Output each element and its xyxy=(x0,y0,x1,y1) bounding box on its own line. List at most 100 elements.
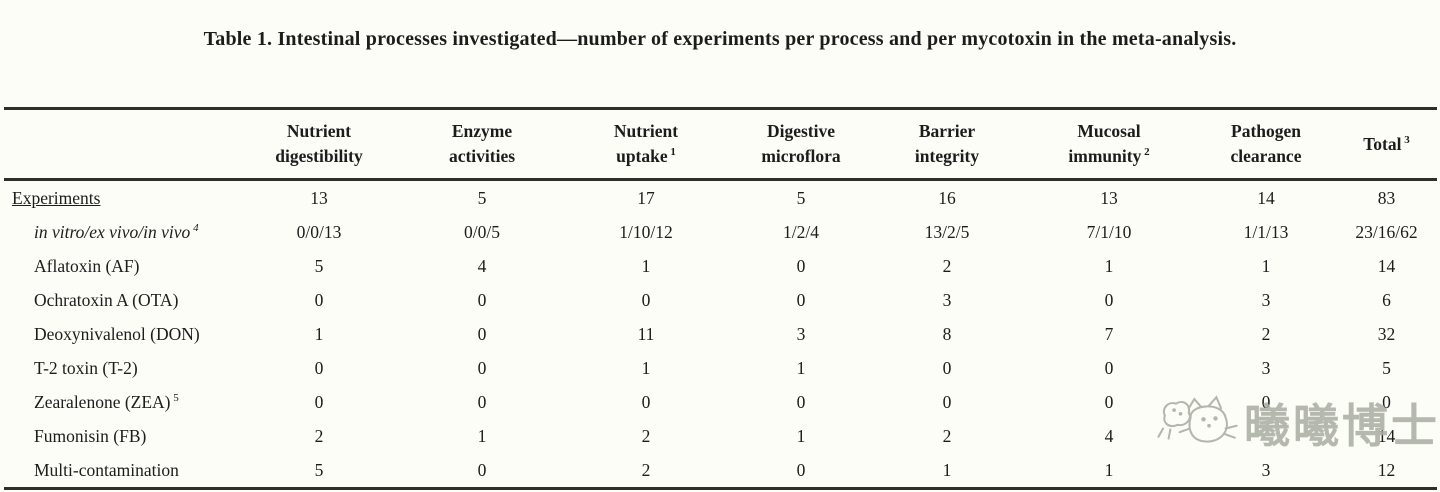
table-cell-value: 14 xyxy=(1257,187,1275,208)
table-cell-value: 1 xyxy=(1104,255,1114,276)
table-cell-value: 0/0/13 xyxy=(296,221,342,242)
table-cell-value: 2 xyxy=(1261,323,1271,344)
table-cell-value: 8 xyxy=(942,323,952,344)
table-cell-value: 1 xyxy=(1261,255,1271,276)
column-header-nutrient-digestibility: Nutrient digestibility xyxy=(275,121,363,166)
table-cell-value: 3 xyxy=(1261,459,1271,480)
table-cell-value: 0 xyxy=(314,289,324,310)
table-cell-value: 0 xyxy=(477,357,487,378)
table-cell-value: 0 xyxy=(796,391,806,412)
table-row: Ochratoxin A (OTA) 0 0 0 0 3 0 3 6 xyxy=(4,283,1437,317)
column-header-total: Total 3 xyxy=(1363,133,1410,154)
table-cell-value: 7/1/10 xyxy=(1086,221,1132,242)
table-cell-value: 1 xyxy=(314,323,324,344)
table-cell-value: 0 xyxy=(477,323,487,344)
footnote-marker: 3 xyxy=(1401,133,1410,146)
table-cell-value: 5 xyxy=(1382,357,1391,378)
table-row: in vitro/ex vivo/in vivo 4 0/0/13 0/0/5 1/1… xyxy=(4,215,1437,249)
row-label: Ochratoxin A (OTA) xyxy=(34,289,179,310)
table-cell-value: 0 xyxy=(477,289,487,310)
table-cell-value: 0 xyxy=(796,289,806,310)
table-header-row: Nutrient digestibility Enzyme activities Nut… xyxy=(4,107,1437,181)
table-cell-value: 13 xyxy=(1100,187,1118,208)
row-label: Multi-contamination xyxy=(34,459,179,480)
table-body: Experiments 13 5 17 5 16 13 14 83 in vitro/ex viv… xyxy=(4,181,1437,490)
table-cell-value: 83 xyxy=(1377,187,1396,208)
table-cell-value: 3 xyxy=(796,323,806,344)
table-cell-value: 1 xyxy=(942,459,952,480)
row-label: Fumonisin (FB) xyxy=(34,425,147,446)
table-cell-value: 3 xyxy=(942,289,952,310)
table-cell-value: 2 xyxy=(314,425,324,446)
table-cell-value: 0 xyxy=(641,289,651,310)
table-row: T-2 toxin (T-2) 0 0 1 1 0 0 3 5 xyxy=(4,351,1437,385)
table-cell-value: 3 xyxy=(1261,357,1271,378)
table-cell-value: 0 xyxy=(314,391,324,412)
table-cell-value: 0 xyxy=(1104,357,1114,378)
footnote-marker: 2 xyxy=(1141,146,1150,159)
column-header-digestive-microflora: Digestive microflora xyxy=(761,121,841,166)
table-cell-value: 0 xyxy=(641,391,651,412)
table-cell-value: 14 xyxy=(1377,255,1396,276)
table-cell-value: 0 xyxy=(477,391,487,412)
table-cell-value: 0 xyxy=(796,459,806,480)
table-cell-value: 0 xyxy=(314,357,324,378)
table-cell-value: 0 xyxy=(942,357,952,378)
table-row: Aflatoxin (AF) 5 4 1 0 2 1 1 14 xyxy=(4,249,1437,283)
row-label: Zearalenone (ZEA) 5 xyxy=(34,391,179,412)
table-cell-value: 23/16/62 xyxy=(1355,221,1418,242)
table-cell-value: 11 xyxy=(637,323,655,344)
table-cell-value: 1 xyxy=(1104,459,1114,480)
header-stub-cell xyxy=(4,110,236,178)
table-cell-value: 1 xyxy=(796,357,806,378)
table-cell-value: 0 xyxy=(942,391,952,412)
table-cell-value: 14 xyxy=(1377,425,1396,446)
table-cell-value: 5 xyxy=(314,459,324,480)
table-cell-value: 5 xyxy=(314,255,324,276)
table-cell-value: 0 xyxy=(796,255,806,276)
table-cell-value: 17 xyxy=(637,187,655,208)
table-cell-value: 1 xyxy=(477,425,487,446)
footnote-marker: 1 xyxy=(667,146,676,159)
table-cell-value: 2 xyxy=(942,425,952,446)
table-row: Fumonisin (FB) 2 1 2 1 2 4 14 xyxy=(4,419,1437,453)
table-cell-value: 13 xyxy=(310,187,328,208)
column-header-nutrient-uptake: Nutrient uptake 1 xyxy=(613,121,679,166)
table-cell-value: 13/2/5 xyxy=(924,221,970,242)
table-cell-value: 2 xyxy=(942,255,952,276)
table-cell-value: 0 xyxy=(477,459,487,480)
table-cell-value: 6 xyxy=(1382,289,1391,310)
table-cell-value: 1/1/13 xyxy=(1243,221,1289,242)
row-label: Experiments xyxy=(12,187,101,208)
table-row: Zearalenone (ZEA) 5 0 0 0 0 0 0 0 0 xyxy=(4,385,1437,419)
table-cell-value: 1 xyxy=(641,255,651,276)
table-cell-value: 12 xyxy=(1377,459,1396,480)
table-caption: Table 1. Intestinal processes investigat… xyxy=(0,28,1440,51)
table-cell-value: 32 xyxy=(1377,323,1396,344)
column-header-mucosal-immunity: Mucosal immunity 2 xyxy=(1068,121,1150,166)
table-cell-value: 16 xyxy=(938,187,956,208)
column-header-enzyme-activities: Enzyme activities xyxy=(448,121,516,166)
table-row: Multi-contamination 5 0 2 0 1 1 3 12 xyxy=(4,453,1437,487)
table-cell-value: 2 xyxy=(641,425,651,446)
table-cell-value: 7 xyxy=(1104,323,1114,344)
table-cell-value: 1/2/4 xyxy=(783,221,819,242)
column-header-barrier-integrity: Barrier integrity xyxy=(914,121,980,166)
footnote-marker: 5 xyxy=(170,391,179,404)
row-label: in vitro/ex vivo/in vivo 4 xyxy=(34,221,199,242)
row-label: Aflatoxin (AF) xyxy=(34,255,140,276)
footnote-marker: 4 xyxy=(190,221,199,234)
table-cell-value: 2 xyxy=(641,459,651,480)
table-cell-value: 0/0/5 xyxy=(464,221,500,242)
table-cell-value: 3 xyxy=(1261,289,1271,310)
table-cell-value: 0 xyxy=(1104,289,1114,310)
table-caption-text: Table 1. Intestinal processes investigat… xyxy=(203,28,1237,50)
table-cell-value: 1 xyxy=(641,357,651,378)
column-header-pathogen-clearance: Pathogen clearance xyxy=(1230,121,1302,166)
table-row: Deoxynivalenol (DON) 1 0 11 3 8 7 2 32 xyxy=(4,317,1437,351)
table-cell-value: 4 xyxy=(1104,425,1114,446)
table-cell-value: 0 xyxy=(1261,391,1271,412)
table-cell-value: 0 xyxy=(1382,391,1391,412)
table-cell-value: 0 xyxy=(1104,391,1114,412)
table-cell-value: 5 xyxy=(796,187,806,208)
